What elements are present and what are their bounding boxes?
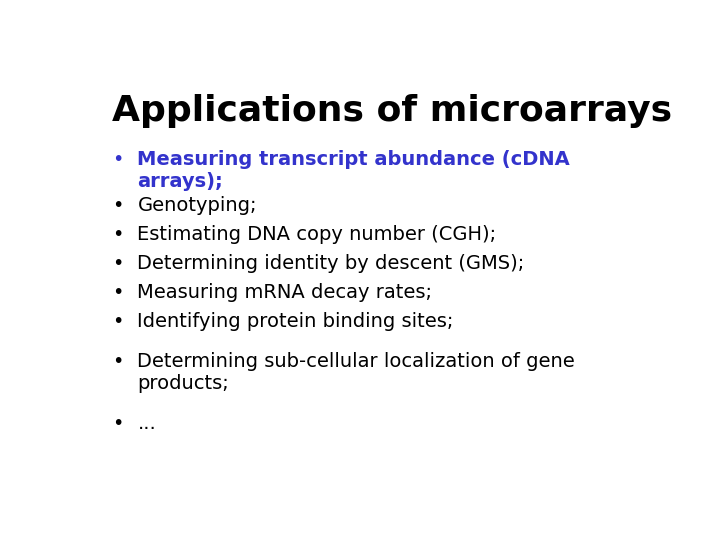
- Text: •: •: [112, 414, 124, 433]
- Text: Determining identity by descent (GMS);: Determining identity by descent (GMS);: [138, 254, 525, 273]
- Text: Measuring transcript abundance (cDNA
arrays);: Measuring transcript abundance (cDNA arr…: [138, 150, 570, 191]
- Text: Estimating DNA copy number (CGH);: Estimating DNA copy number (CGH);: [138, 225, 497, 244]
- Text: •: •: [112, 254, 124, 273]
- Text: •: •: [112, 150, 124, 169]
- Text: ...: ...: [138, 414, 156, 433]
- Text: Genotyping;: Genotyping;: [138, 196, 257, 215]
- Text: •: •: [112, 196, 124, 215]
- Text: •: •: [112, 225, 124, 244]
- Text: Determining sub-cellular localization of gene
products;: Determining sub-cellular localization of…: [138, 352, 575, 393]
- Text: •: •: [112, 283, 124, 302]
- Text: •: •: [112, 352, 124, 370]
- Text: Applications of microarrays: Applications of microarrays: [112, 94, 672, 128]
- Text: Identifying protein binding sites;: Identifying protein binding sites;: [138, 312, 454, 331]
- Text: Measuring mRNA decay rates;: Measuring mRNA decay rates;: [138, 283, 433, 302]
- Text: •: •: [112, 312, 124, 331]
